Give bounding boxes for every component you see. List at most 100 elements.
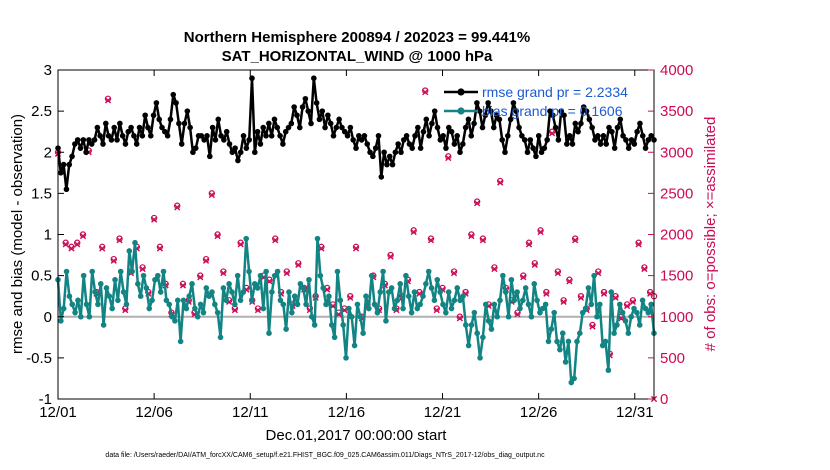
rmse-point bbox=[462, 124, 469, 131]
bias-point bbox=[135, 281, 141, 287]
rmse-point bbox=[254, 128, 261, 135]
rmse-point bbox=[434, 124, 441, 131]
bias-point bbox=[443, 309, 449, 316]
bias-point bbox=[366, 305, 372, 312]
rmse-point bbox=[431, 108, 438, 114]
rmse-point bbox=[400, 137, 407, 143]
bias-point bbox=[143, 285, 150, 291]
rmse-point bbox=[490, 124, 497, 131]
y2-tick-label: 500 bbox=[660, 350, 685, 367]
x-tick-label: 12/06 bbox=[135, 404, 173, 421]
bias-point bbox=[300, 285, 307, 291]
rmse-point bbox=[544, 137, 550, 143]
bias-point bbox=[408, 309, 415, 316]
rmse-point bbox=[538, 149, 545, 156]
data-file-footer: data file: /Users/raeder/DAI/ATM_forcXX/… bbox=[105, 452, 545, 459]
bias-point bbox=[511, 297, 518, 304]
obs-assimilated-marker bbox=[99, 245, 106, 252]
rmse-point bbox=[246, 137, 252, 143]
bias-point bbox=[648, 301, 654, 308]
rmse-point bbox=[271, 116, 278, 123]
bias-point bbox=[223, 297, 230, 304]
y-tick-label: -1 bbox=[39, 391, 52, 408]
bias-point bbox=[266, 330, 272, 337]
rmse-point bbox=[358, 137, 365, 143]
rmse-point bbox=[173, 100, 179, 106]
obs-assimilated-marker bbox=[116, 237, 123, 244]
rmse-point bbox=[280, 141, 286, 147]
legend: rmse grand pr = 2.2334 bias grand pr = 0… bbox=[444, 84, 628, 119]
rmse-point bbox=[316, 116, 323, 123]
rmse-point bbox=[350, 137, 356, 143]
bias-point bbox=[306, 276, 312, 283]
bias-point bbox=[574, 338, 580, 345]
bias-point bbox=[537, 309, 543, 316]
bias-point bbox=[517, 305, 523, 312]
rmse-point bbox=[519, 133, 525, 139]
bias-point bbox=[460, 293, 466, 299]
rmse-point bbox=[207, 153, 213, 160]
y2-axis-label: # of obs: o=possible; ×=assimilated bbox=[702, 117, 719, 352]
rmse-point bbox=[251, 149, 258, 156]
legend-rmse-marker bbox=[457, 88, 465, 96]
bias-point bbox=[334, 268, 341, 275]
rmse-point bbox=[561, 112, 567, 119]
bias-point bbox=[214, 309, 221, 316]
bias-point bbox=[477, 355, 483, 361]
rmse-point bbox=[91, 137, 98, 143]
rmse-point bbox=[178, 141, 185, 147]
rmse-point bbox=[386, 153, 393, 160]
rmse-point bbox=[642, 145, 649, 151]
bias-point bbox=[440, 301, 446, 308]
bias-point bbox=[269, 289, 275, 295]
bias-point bbox=[488, 326, 495, 332]
rmse-point bbox=[443, 145, 449, 151]
rmse-point bbox=[159, 124, 165, 131]
bias-point bbox=[97, 281, 104, 287]
bias-point bbox=[636, 322, 643, 328]
rmse-point bbox=[403, 133, 410, 139]
obs-assimilated-marker bbox=[600, 290, 608, 297]
bias-point bbox=[642, 305, 649, 312]
obs-assimilated-marker bbox=[577, 294, 585, 301]
bias-point bbox=[554, 338, 560, 345]
bias-point bbox=[277, 297, 284, 304]
bias-point bbox=[500, 272, 506, 279]
rmse-point bbox=[232, 145, 238, 151]
obs-assimilated-marker bbox=[231, 307, 238, 314]
bias-point bbox=[86, 313, 93, 320]
bias-point bbox=[303, 301, 309, 308]
rmse-point bbox=[266, 120, 272, 127]
bias-point bbox=[348, 313, 355, 320]
rmse-point bbox=[223, 128, 230, 135]
bias-point bbox=[383, 318, 389, 324]
rmse-point bbox=[370, 153, 376, 160]
rmse-point bbox=[243, 145, 250, 151]
y2-tick-label: 2500 bbox=[660, 185, 693, 202]
rmse-point bbox=[502, 149, 508, 156]
bias-point bbox=[229, 289, 235, 295]
obs-assimilated-marker bbox=[433, 307, 440, 314]
rmse-point bbox=[131, 133, 137, 139]
rmse-point bbox=[597, 141, 604, 147]
rmse-point bbox=[176, 120, 182, 127]
bias-point bbox=[577, 330, 583, 337]
obs-assimilated-marker bbox=[179, 282, 187, 289]
rmse-point bbox=[564, 141, 570, 147]
rmse-point bbox=[600, 133, 607, 139]
x-tick-label: 12/16 bbox=[328, 404, 366, 421]
obs-assimilated-marker bbox=[283, 270, 290, 277]
rmse-point bbox=[235, 157, 241, 164]
bias-point bbox=[80, 272, 87, 279]
bias-point bbox=[160, 268, 167, 275]
bias-point bbox=[591, 272, 597, 279]
rmse-point bbox=[353, 145, 359, 151]
bias-point bbox=[405, 293, 412, 299]
y2-tick-label: 1500 bbox=[660, 268, 693, 285]
legend-bias-label: bias grand pr = 0.1606 bbox=[482, 103, 623, 119]
bias-point bbox=[371, 301, 378, 308]
bias-point bbox=[619, 309, 626, 316]
rmse-point bbox=[631, 141, 638, 147]
bias-point bbox=[628, 313, 634, 320]
rmse-point bbox=[133, 141, 140, 147]
